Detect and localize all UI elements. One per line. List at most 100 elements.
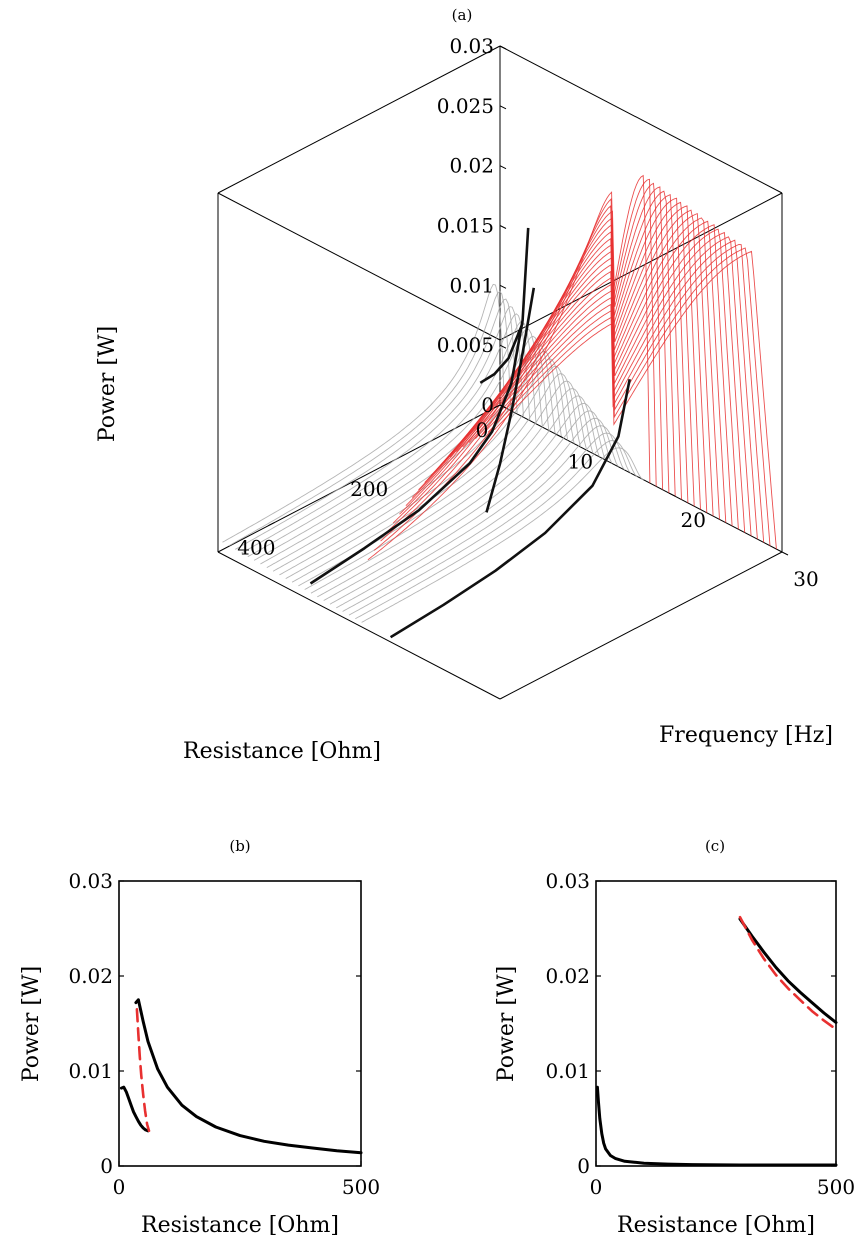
panel-c-series (595, 915, 838, 1167)
highlight-curve-4 (485, 287, 536, 513)
box-edge (217, 404, 501, 553)
panel-a-highlighted-curves (309, 227, 631, 639)
grey-family-curve (323, 402, 607, 601)
series-line-1 (738, 917, 838, 1024)
y-tick-mark (556, 433, 563, 438)
box-edge (217, 45, 501, 194)
panel-c-xlabel: Resistance [Ohm] (617, 1213, 815, 1238)
panel-b-label: (b) (229, 837, 250, 855)
panel-a-ticks: 0 0.005 0.01 0.015 0.02 0.025 0.03 0 200 400 10 20 3… (237, 34, 818, 591)
grey-family-curve (342, 425, 625, 612)
grey-family-curve (234, 298, 518, 550)
z-tick-mark (499, 165, 507, 170)
red-family-curve (481, 244, 765, 543)
z-tick-mark (499, 344, 507, 349)
y-tick-label: 0.03 (545, 869, 590, 893)
series-line-3 (595, 1085, 838, 1167)
y-tick-label: 0.02 (68, 964, 113, 988)
z-tick-mark (499, 45, 507, 50)
z-tick-label: 0.005 (437, 333, 494, 357)
panel-a-box-edges (217, 45, 783, 553)
box-edge (499, 192, 783, 341)
panel-a-ylabel: Frequency [Hz] (659, 723, 833, 748)
highlight-curve-1 (479, 322, 524, 384)
red-family-curve (456, 228, 739, 530)
panel-a-xlabel: Resistance [Ohm] (183, 739, 381, 764)
grey-family-curve (260, 328, 543, 565)
y-tick-label: 0.03 (68, 869, 113, 893)
grey-family-curve (285, 358, 569, 579)
y-tick-label: 30 (793, 567, 818, 591)
series-line-2 (738, 915, 838, 1031)
panel-a-zlabel: Power [W] (95, 326, 120, 442)
red-family-curve (386, 186, 670, 533)
grey-family-curve (348, 432, 632, 616)
red-family-curve (437, 217, 720, 520)
grey-family-curve (329, 410, 613, 605)
series-line-1 (119, 1085, 150, 1133)
panel-c-2d-plot: (c) 0 0.01 0.02 0.03 0 500 Power [W] Resistan… (494, 837, 855, 1238)
y-tick-label: 0.01 (68, 1059, 113, 1083)
grey-family-curve (310, 388, 594, 594)
x-tick-label: 500 (342, 1175, 380, 1199)
red-family-curve (418, 205, 701, 510)
highlight-curve-2 (309, 227, 530, 585)
x-tick-label: 0 (476, 418, 489, 442)
red-family-curve (475, 239, 758, 540)
grey-family-curve (228, 290, 512, 547)
z-tick-mark (499, 225, 507, 229)
box-edge (499, 45, 783, 194)
box-edge (217, 192, 501, 341)
grey-family-curve (361, 447, 644, 623)
x-tick-label: 0 (590, 1175, 603, 1199)
x-tick-label: 400 (237, 536, 275, 560)
grey-family-curve (304, 380, 588, 590)
y-tick-mark (668, 492, 676, 497)
series-line-3 (135, 1008, 151, 1133)
grey-family-curve (355, 440, 638, 620)
grey-family-curve (266, 335, 550, 568)
z-tick-label: 0.01 (449, 273, 494, 297)
panel-c-axes-box (595, 880, 837, 1167)
red-family-curve (494, 250, 777, 550)
grey-family-curve (241, 306, 524, 554)
grey-family-curve (336, 417, 619, 609)
panel-a-3d-plot: (a) 0 0.005 0.01 0.015 0.02 0.025 0.03 0 200 400 1… (95, 6, 833, 764)
y-tick-label: 0.01 (545, 1059, 590, 1083)
series-line-2 (134, 998, 363, 1155)
highlight-curve-3 (389, 378, 631, 639)
panel-b-series (119, 998, 363, 1155)
z-tick-label: 0.03 (449, 34, 494, 58)
grey-family-curve (317, 395, 600, 598)
y-tick-mark (781, 551, 789, 556)
x-tick-label: 200 (350, 477, 388, 501)
x-tick-label: 0 (113, 1175, 126, 1199)
x-tick-mark (268, 522, 275, 527)
z-tick-label: 0.015 (437, 214, 494, 238)
panel-b-2d-plot: (b) 0 0.01 0.02 0.03 0 500 Power [W] Resistan… (19, 837, 380, 1238)
panel-a-surface-curves (222, 174, 777, 623)
z-tick-label: 0 (481, 393, 494, 417)
y-tick-label: 0 (577, 1154, 590, 1178)
z-tick-label: 0.025 (437, 94, 494, 118)
red-family-curve (462, 231, 746, 533)
grey-family-curve (253, 320, 537, 561)
z-tick-mark (499, 404, 507, 409)
y-tick-label: 0 (100, 1154, 113, 1178)
panel-c-ylabel: Power [W] (494, 966, 519, 1082)
red-family-curve (487, 247, 771, 546)
box-edge-front (217, 551, 501, 700)
red-family-curve (367, 174, 651, 561)
grey-family-curve (222, 283, 505, 543)
red-family-curve (443, 220, 727, 523)
panel-b-xlabel: Resistance [Ohm] (141, 1213, 339, 1238)
panel-a-label: (a) (452, 6, 473, 24)
panel-c-label: (c) (705, 837, 725, 855)
grey-family-curve (279, 350, 562, 576)
y-tick-label: 0.02 (545, 964, 590, 988)
x-tick-label: 500 (817, 1175, 855, 1199)
panel-b-ticks: 0 0.01 0.02 0.03 0 500 (68, 869, 380, 1199)
panel-c-ticks: 0 0.01 0.02 0.03 0 500 (545, 869, 855, 1199)
panel-b-ylabel: Power [W] (19, 966, 44, 1082)
